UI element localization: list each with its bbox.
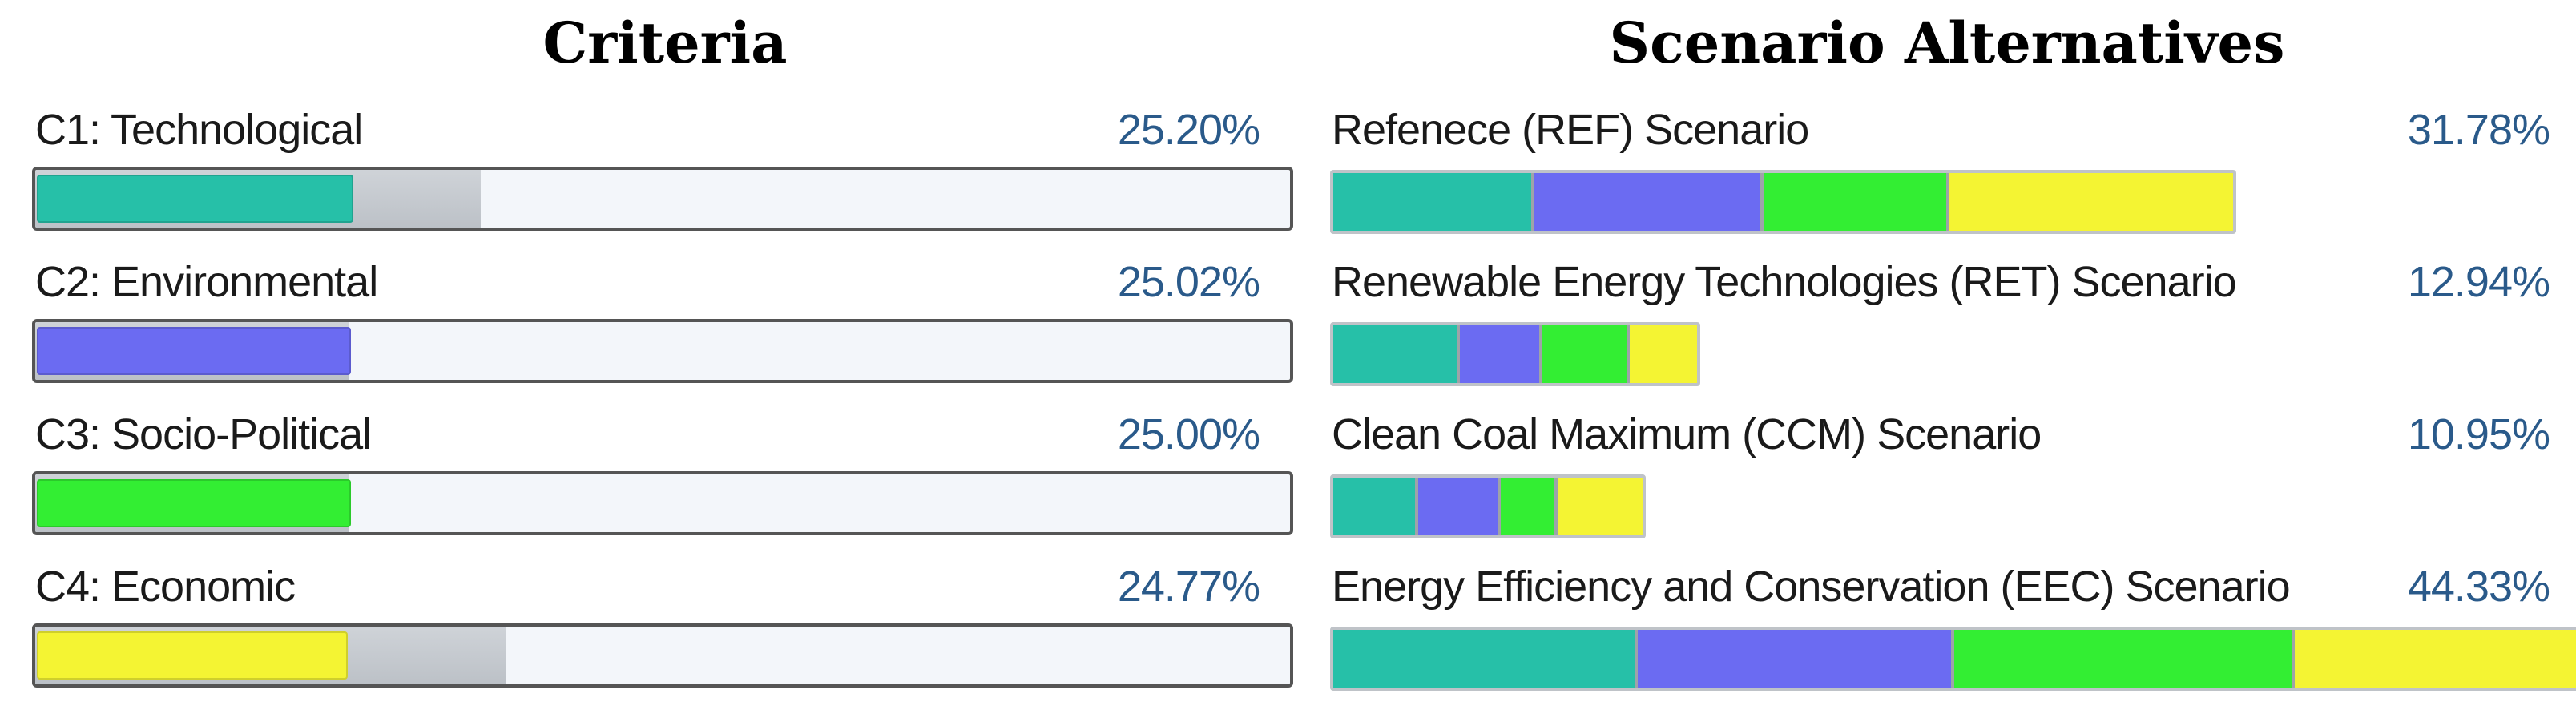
scenario-ret-percent: 12.94% — [2407, 258, 2550, 306]
criterion-c4-slider[interactable] — [32, 623, 1293, 688]
criterion-c3-label: C3: Socio-Political — [35, 410, 372, 458]
scenario-segment-c2 — [1637, 630, 1955, 688]
scenario-segment-c2 — [1459, 325, 1542, 383]
criterion-c1-weight-bar — [37, 175, 353, 223]
criterion-c4-percent: 24.77% — [1117, 563, 1260, 611]
criterion-c2-slider[interactable] — [32, 319, 1293, 383]
scenario-ccm-stacked-bar — [1330, 474, 1647, 538]
scenario-segment-c4 — [2295, 630, 2576, 688]
scenario-ccm-percent: 10.95% — [2407, 410, 2550, 458]
criterion-c4-weight-bar — [37, 631, 348, 680]
scenario-segment-c4 — [1629, 325, 1697, 383]
scenario-eec-stacked-bar — [1330, 627, 2576, 691]
criterion-c2-percent: 25.02% — [1117, 258, 1260, 306]
criterion-c4-label: C4: Economic — [35, 563, 296, 611]
scenario-segment-c3 — [1542, 325, 1630, 383]
criterion-c1-percent: 25.20% — [1117, 106, 1260, 154]
scenario-segment-c2 — [1534, 173, 1764, 231]
scenario-alternatives-heading: Scenario Alternatives — [1609, 10, 2285, 76]
scenario-segment-c4 — [1949, 173, 2233, 231]
scenario-ret-stacked-bar — [1330, 322, 1700, 386]
criterion-c1-slider[interactable] — [32, 167, 1293, 231]
scenario-segment-c3 — [1954, 630, 2296, 688]
criterion-c1-label: C1: Technological — [35, 106, 363, 154]
criterion-c2-weight-bar — [37, 327, 351, 375]
scenario-segment-c3 — [1501, 478, 1558, 535]
scenario-segment-c1 — [1333, 173, 1534, 231]
criterion-c2-label: C2: Environmental — [35, 258, 378, 306]
scenario-ccm-label: Clean Coal Maximum (CCM) Scenario — [1332, 410, 2042, 458]
scenario-segment-c4 — [1557, 478, 1643, 535]
scenario-segment-c3 — [1764, 173, 1949, 231]
scenario-segment-c1 — [1333, 630, 1638, 688]
scenario-eec-percent: 44.33% — [2407, 563, 2550, 611]
scenario-segment-c1 — [1333, 325, 1460, 383]
criterion-c3-slider[interactable] — [32, 471, 1293, 535]
scenario-ref-percent: 31.78% — [2407, 106, 2550, 154]
scenario-ref-stacked-bar — [1330, 170, 2236, 234]
criterion-c3-weight-bar — [37, 479, 351, 527]
criterion-c3-percent: 25.00% — [1117, 410, 1260, 458]
scenario-segment-c2 — [1418, 478, 1502, 535]
scenario-ret-label: Renewable Energy Technologies (RET) Scen… — [1332, 258, 2237, 306]
scenario-segment-c1 — [1333, 478, 1419, 535]
criteria-heading: Criteria — [542, 10, 788, 76]
scenario-ref-label: Refenece (REF) Scenario — [1332, 106, 1809, 154]
scenario-eec-label: Energy Efficiency and Conservation (EEC)… — [1332, 563, 2291, 611]
